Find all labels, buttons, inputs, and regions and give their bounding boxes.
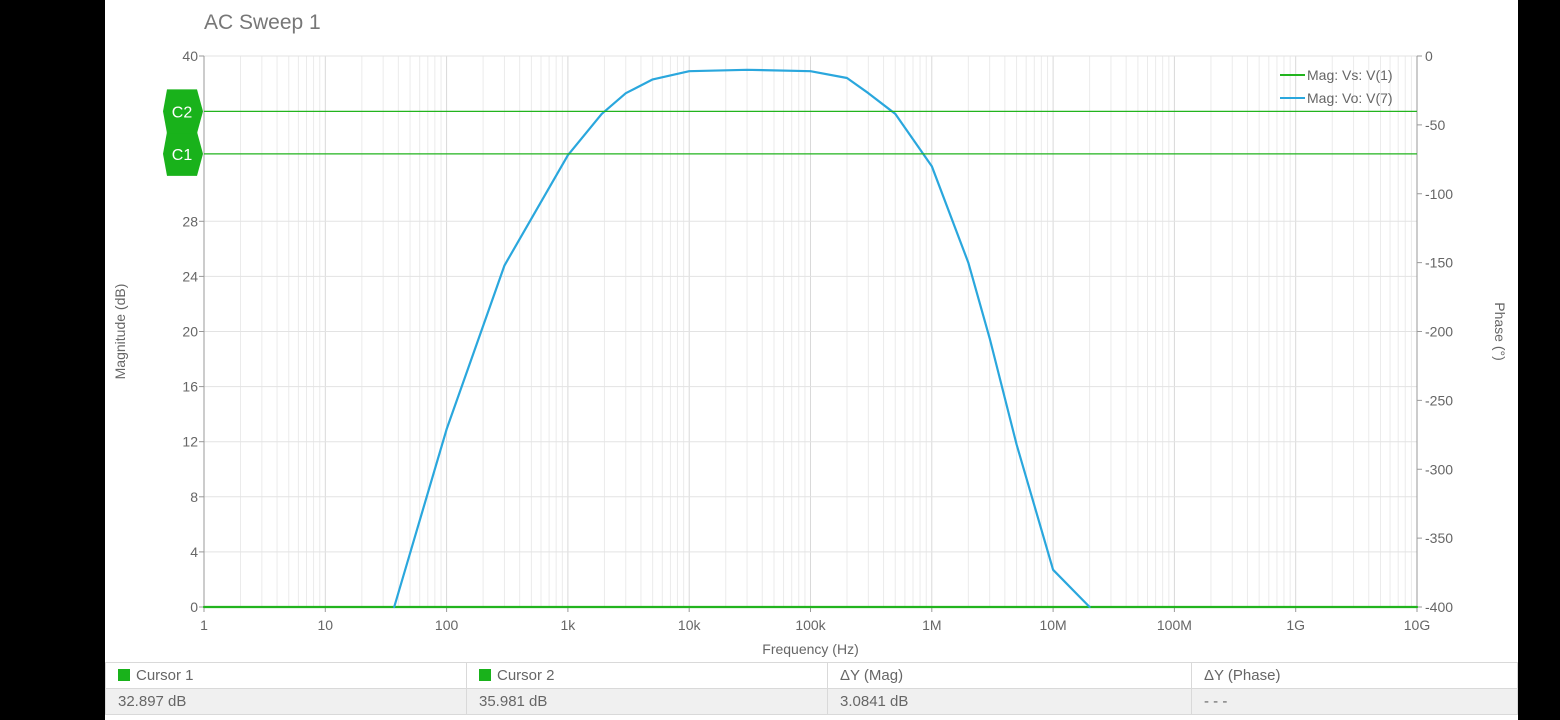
legend-label-1: Mag: Vs: V(1)	[1307, 67, 1393, 83]
y-tick-label: 16	[182, 379, 198, 395]
delta-phase-header: ΔY (Phase)	[1191, 662, 1518, 689]
y-axis-label: Magnitude (dB)	[112, 284, 128, 380]
cursor2-header: Cursor 2	[466, 662, 828, 689]
cursor-marker-label: C1	[172, 147, 193, 164]
ac-sweep-panel: 1 10 100 1k 10k 100k 1M 10M 100M 1G 10G 0 4 8 12 16 20 24…	[105, 0, 1518, 720]
x-tick-label: 10M	[1039, 617, 1066, 633]
x-tick-label: 100k	[795, 617, 826, 633]
y2-tick-label: -100	[1425, 186, 1453, 202]
cursor1-value: 32.897 dB	[105, 688, 467, 715]
x-tick-label: 1G	[1286, 617, 1305, 633]
cursor1-color-swatch	[118, 669, 130, 681]
y2-tick-label: -350	[1425, 530, 1453, 546]
y-tick-label: 28	[182, 213, 198, 229]
delta-mag-header: ΔY (Mag)	[827, 662, 1192, 689]
y2-tick-label: -50	[1425, 117, 1445, 133]
y2-tick-label: -300	[1425, 461, 1453, 477]
legend-label-2: Mag: Vo: V(7)	[1307, 90, 1393, 106]
cursor-table: Cursor 1 Cursor 2 ΔY (Mag) ΔY (Phase) 32…	[105, 662, 1518, 715]
y2-tick-label: -200	[1425, 324, 1453, 340]
cursor-table-value-row: 32.897 dB 35.981 dB 3.0841 dB - - -	[105, 688, 1518, 715]
delta-mag-value: 3.0841 dB	[827, 688, 1192, 715]
cursor2-header-label: Cursor 2	[497, 667, 555, 684]
cursor-marker-c2[interactable]: C2	[163, 89, 203, 134]
x-tick-label: 10G	[1404, 617, 1430, 633]
cursor-marker-shape	[163, 131, 203, 176]
y-tick-label: 24	[182, 268, 198, 284]
x-tick-label: 100	[435, 617, 459, 633]
series-line-2	[393, 68, 1091, 609]
y2-tick-label: -150	[1425, 255, 1453, 271]
y-tick-label: 8	[190, 489, 198, 505]
x-axis-label: Frequency (Hz)	[762, 641, 858, 657]
y2-axis-label: Phase (°)	[1492, 302, 1508, 361]
x-tick-label: 100M	[1157, 617, 1192, 633]
y-tick-label: 4	[190, 544, 198, 560]
ac-sweep-chart: 1 10 100 1k 10k 100k 1M 10M 100M 1G 10G 0 4 8 12 16 20 24…	[112, 11, 1508, 657]
y2-tick-label: -250	[1425, 392, 1453, 408]
y2-tick-label: -400	[1425, 599, 1453, 615]
cursor-marker-shape	[163, 89, 203, 134]
x-tick-label: 1	[200, 617, 208, 633]
cursor-marker-c1[interactable]: C1	[163, 131, 203, 176]
cursor2-color-swatch	[479, 669, 491, 681]
x-tick-label: 10	[318, 617, 334, 633]
y-tick-label: 20	[182, 324, 198, 340]
y-tick-label: 0	[190, 599, 198, 615]
y-tick-label: 12	[182, 434, 198, 450]
y-tick-label: 40	[182, 48, 198, 64]
x-tick-label: 10k	[678, 617, 702, 633]
x-tick-label: 1M	[922, 617, 941, 633]
x-tick-label: 1k	[561, 617, 577, 633]
cursor1-header-label: Cursor 1	[136, 667, 194, 684]
delta-phase-value: - - -	[1191, 688, 1518, 715]
y2-tick-label: 0	[1425, 48, 1433, 64]
cursor-table-header-row: Cursor 1 Cursor 2 ΔY (Mag) ΔY (Phase)	[105, 662, 1518, 689]
cursor1-header: Cursor 1	[105, 662, 467, 689]
chart-title: AC Sweep 1	[204, 11, 321, 34]
cursor2-value: 35.981 dB	[466, 688, 828, 715]
cursor-marker-label: C2	[172, 104, 193, 121]
